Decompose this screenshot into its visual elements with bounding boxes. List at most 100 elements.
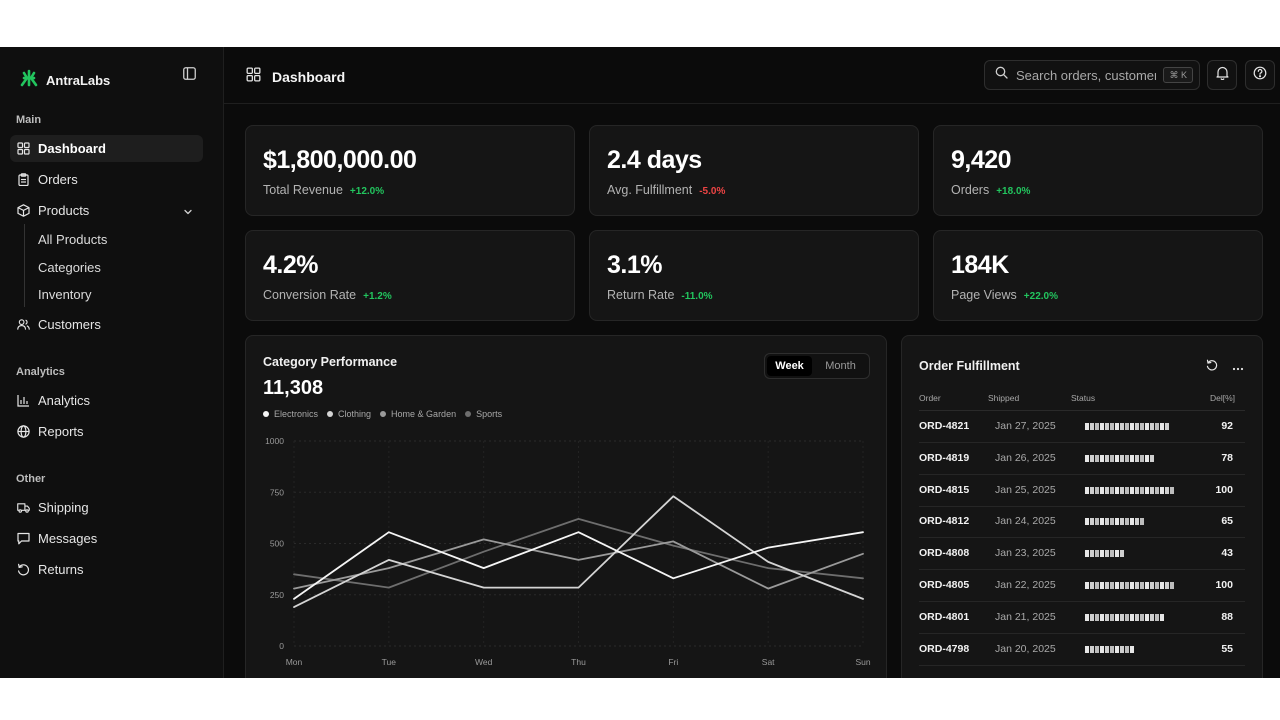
progress-segment [1085,454,1089,462]
progress-segment [1100,550,1104,558]
series-line-home-garden [293,538,864,590]
shipped-date: Jan 27, 2025 [995,420,1056,432]
order-id[interactable]: ORD-4798 [919,642,970,655]
legend-item[interactable]: Sports [465,409,502,419]
top-header: Dashboard ⌘ K [224,47,1280,104]
more-options-icon[interactable] [1232,358,1244,376]
sidebar-item-messages[interactable]: Messages [10,525,203,552]
y-tick-label: 750 [270,487,284,497]
sidebar-item-returns[interactable]: Returns [10,556,203,583]
kpi-card-conversion-rate: 4.2% Conversion Rate +1.2% [245,230,575,321]
section-label-analytics: Analytics [16,366,65,378]
help-circle-icon [1253,66,1267,85]
progress-segment [1085,518,1089,526]
order-id[interactable]: ORD-4821 [919,420,970,432]
order-id[interactable]: ORD-4805 [919,579,970,591]
chevron-down-icon[interactable] [183,205,193,220]
progress-segment [1110,423,1114,430]
legend-item[interactable]: Clothing [327,409,371,419]
sidebar-subitem-categories[interactable]: Categories [38,260,101,275]
kpi-delta-badge: -5.0% [699,186,726,197]
progress-segment [1120,518,1124,526]
sidebar-item-label: Messages [38,531,98,546]
sidebar-item-analytics[interactable]: Analytics [10,387,203,414]
table-row[interactable]: ORD-4821 Jan 27, 2025 92 [919,411,1245,443]
sidebar-item-reports[interactable]: Reports [10,418,203,445]
progress-segment [1115,486,1119,494]
message-icon [17,532,30,545]
sidebar-item-label: Customers [38,317,101,332]
table-row[interactable]: ORD-4808 Jan 23, 2025 43 [919,538,1245,571]
kpi-label: Conversion Rate [263,288,357,302]
table-row[interactable]: ORD-4819 Jan 26, 2025 78 [919,443,1245,475]
kpi-card-return-rate: 3.1% Return Rate -11.0% [589,230,919,321]
sidebar-item-products[interactable]: Products [10,197,203,224]
progress-segment [1110,486,1114,494]
series-line-clothing [293,495,864,609]
progress-segment [1125,454,1129,462]
progress-segment [1140,423,1144,430]
table-row[interactable]: ORD-4801 Jan 21, 2025 88 [919,602,1245,634]
refresh-icon[interactable] [1206,358,1218,376]
x-tick-label: Sat [762,657,775,667]
progress-segment [1105,613,1109,621]
help-button[interactable] [1245,60,1275,90]
progress-segment [1110,613,1114,621]
kpi-label: Page Views [951,288,1017,302]
sidebar-item-customers[interactable]: Customers [10,311,203,338]
legend-dot [263,411,269,417]
legend-item[interactable]: Home & Garden [380,409,456,419]
sidebar-item-shipping[interactable]: Shipping [10,494,203,521]
order-id[interactable]: ORD-4815 [919,483,970,496]
kpi-delta-badge: +18.0% [996,186,1031,197]
legend-dot [327,411,334,417]
progress-segment [1100,613,1104,621]
sidebar-subitem-inventory[interactable]: Inventory [38,287,92,302]
order-id[interactable]: ORD-4801 [919,610,970,623]
progress-segment [1095,613,1099,621]
table-row[interactable]: ORD-4812 Jan 24, 2025 65 [919,506,1245,539]
legend-item[interactable]: Electronics [263,409,318,419]
order-id[interactable]: ORD-4812 [919,515,970,528]
table-row[interactable]: ORD-4798 Jan 20, 2025 55 [919,634,1245,666]
progress-segment [1125,518,1129,526]
section-label-other: Other [16,473,46,485]
status-progress-bar [1085,454,1154,462]
sidebar-subitem-all-products[interactable]: All Products [38,232,108,247]
kpi-card-avg-fulfillment: 2.4 days Avg. Fulfillment -5.0% [589,125,919,216]
table-row[interactable]: ORD-4805 Jan 22, 2025 100 [919,570,1245,602]
progress-segment [1135,518,1139,526]
progress-segment [1135,486,1139,494]
progress-segment [1090,550,1094,558]
progress-segment [1150,486,1154,494]
progress-segment [1165,582,1169,589]
kpi-delta-badge: +12.0% [349,186,385,197]
progress-segment [1100,645,1104,653]
progress-segment [1160,613,1164,621]
progress-segment [1150,582,1154,589]
sidebar-item-orders[interactable]: Orders [10,166,203,193]
progress-segment [1100,582,1104,589]
progress-segment [1085,486,1089,494]
sidebar-item-label: Reports [38,424,84,439]
sidebar-item-dashboard[interactable]: Dashboard [10,135,203,162]
progress-segment [1140,454,1144,462]
notifications-button[interactable] [1207,60,1237,90]
search-input[interactable] [1016,67,1156,83]
progress-segment [1095,582,1099,589]
grid-icon [17,142,30,155]
kpi-label: Avg. Fulfillment [607,183,693,197]
toggle-week-button[interactable]: Week [767,356,813,376]
table-row[interactable]: ORD-4815 Jan 25, 2025 100 [919,475,1245,507]
order-id[interactable]: ORD-4819 [919,451,970,464]
brand-logo-icon [20,69,38,92]
sidebar-toggle-icon[interactable] [181,65,197,81]
x-tick-label: Mon [286,657,303,667]
kpi-value: 3.1% [607,251,662,279]
order-id[interactable]: ORD-4808 [919,547,970,560]
search-box[interactable]: ⌘ K [984,60,1200,90]
toggle-month-button[interactable]: Month [825,360,856,372]
progress-segment [1150,613,1154,621]
brand[interactable]: AntraLabs [20,69,110,92]
clipboard-icon [17,173,30,186]
